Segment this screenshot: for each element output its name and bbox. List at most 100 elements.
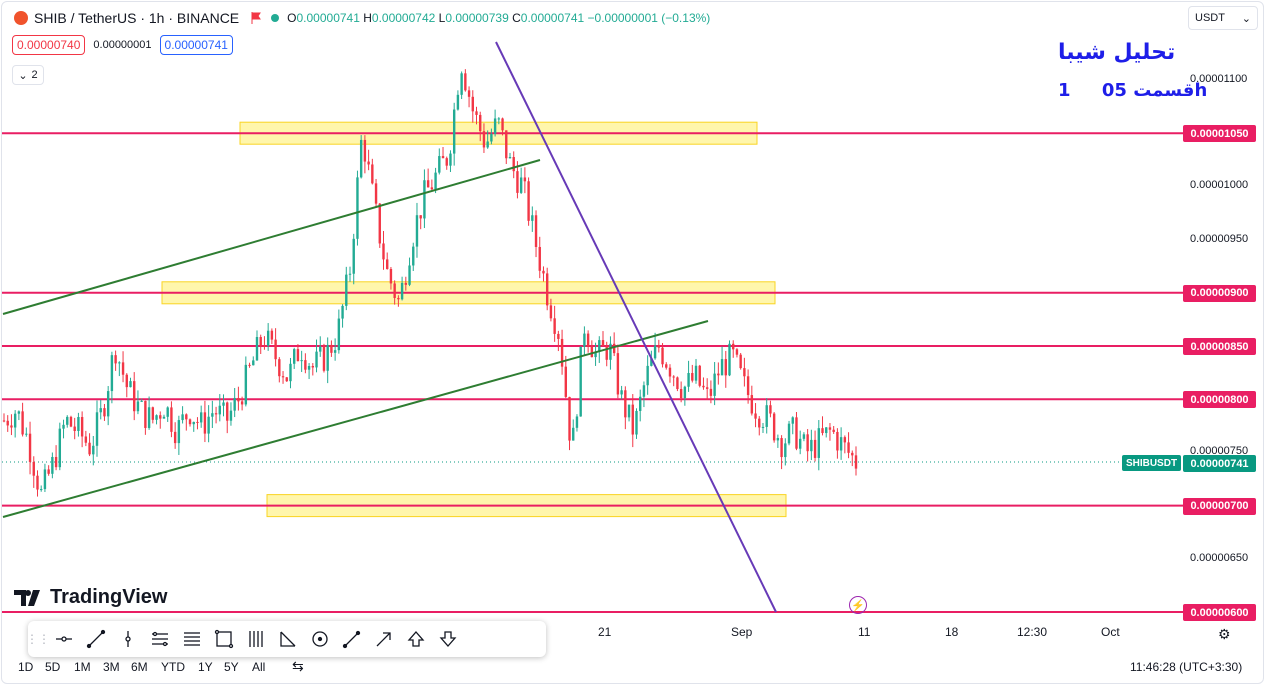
candle-body bbox=[341, 305, 344, 319]
candle-body bbox=[758, 418, 761, 428]
candle-body bbox=[705, 387, 709, 389]
tv-logo-icon bbox=[14, 589, 40, 606]
candle-body bbox=[434, 172, 437, 190]
range-all[interactable]: All bbox=[252, 660, 266, 674]
indicators-toggle[interactable]: ⌄ 2 bbox=[12, 65, 44, 85]
candle-body bbox=[724, 359, 727, 376]
candle-body bbox=[419, 215, 422, 219]
candle-body bbox=[438, 156, 441, 173]
candle-body bbox=[382, 243, 385, 260]
brush-icon[interactable] bbox=[336, 624, 368, 654]
candle-body bbox=[274, 339, 277, 360]
compare-icon[interactable]: ⇆ bbox=[292, 658, 304, 674]
candle-body bbox=[229, 410, 233, 421]
candle-body bbox=[188, 419, 192, 425]
candle-body bbox=[196, 421, 199, 423]
candle-body bbox=[851, 452, 854, 456]
level-price-tag: 0.00000700 bbox=[1183, 497, 1256, 515]
lightning-icon[interactable]: ⚡ bbox=[849, 596, 867, 614]
candle-body bbox=[460, 73, 463, 95]
candle-body bbox=[133, 381, 136, 412]
candle-body bbox=[2, 420, 6, 422]
vertical-line-icon[interactable] bbox=[112, 624, 144, 654]
range-6m[interactable]: 6M bbox=[131, 660, 148, 674]
candle-body bbox=[40, 489, 43, 491]
candle-body bbox=[668, 367, 672, 377]
trend-line-icon[interactable] bbox=[80, 624, 112, 654]
candle-body bbox=[676, 377, 679, 390]
candle-body bbox=[62, 424, 65, 429]
candle-body bbox=[363, 139, 367, 162]
range-5d[interactable]: 5D bbox=[45, 660, 61, 674]
fib-retracement-icon[interactable] bbox=[176, 624, 208, 654]
candle-body bbox=[211, 413, 214, 417]
candle-body bbox=[802, 434, 806, 439]
candle-body bbox=[300, 360, 303, 362]
candle-body bbox=[118, 362, 121, 364]
candle-body bbox=[575, 416, 579, 428]
horizontal-line-icon[interactable] bbox=[48, 624, 80, 654]
candle-body bbox=[497, 118, 501, 120]
candle-body bbox=[609, 343, 612, 360]
pitchfork-icon[interactable] bbox=[240, 624, 272, 654]
candle-body bbox=[28, 433, 32, 462]
arrow-up-icon[interactable] bbox=[400, 624, 432, 654]
candle-body bbox=[319, 346, 322, 352]
range-1d[interactable]: 1D bbox=[18, 660, 34, 674]
candle-body bbox=[207, 416, 210, 434]
candle-body bbox=[397, 297, 400, 300]
candle-body bbox=[486, 141, 489, 148]
market-status-icon[interactable] bbox=[271, 14, 280, 22]
range-ytd[interactable]: YTD bbox=[161, 660, 185, 674]
candle-body bbox=[631, 404, 634, 435]
range-1y[interactable]: 1Y bbox=[198, 660, 213, 674]
candle-body bbox=[717, 373, 720, 376]
price-axis-label: 0.00000650 bbox=[1190, 551, 1249, 564]
range-5y[interactable]: 5Y bbox=[224, 660, 239, 674]
sell-button[interactable]: 0.00000740 bbox=[12, 35, 86, 55]
candle-body bbox=[810, 439, 813, 452]
candle-body bbox=[408, 265, 411, 285]
candle-body bbox=[743, 368, 746, 377]
candle-body bbox=[579, 346, 582, 417]
range-1m[interactable]: 1M bbox=[74, 660, 91, 674]
candle-body bbox=[162, 416, 166, 419]
candle-body bbox=[244, 364, 248, 405]
arrow-icon[interactable] bbox=[368, 624, 400, 654]
candle-body bbox=[315, 351, 318, 368]
rectangle-icon[interactable] bbox=[208, 624, 240, 654]
buy-button[interactable]: 0.00000741 bbox=[159, 35, 233, 55]
range-3m[interactable]: 3M bbox=[103, 660, 120, 674]
currency-select[interactable]: USDT ⌄ bbox=[1188, 6, 1258, 30]
candle-body bbox=[270, 330, 274, 340]
candle-body bbox=[687, 373, 690, 387]
candle-body bbox=[95, 412, 99, 446]
arrow-down-icon[interactable] bbox=[432, 624, 464, 654]
candle-body bbox=[32, 461, 35, 476]
candle-body bbox=[404, 282, 408, 285]
candle-body bbox=[847, 442, 850, 453]
candle-body bbox=[493, 118, 497, 134]
candle-body bbox=[732, 343, 735, 350]
symbol-title[interactable]: SHIB / TetherUS · 1h · BINANCE bbox=[34, 10, 240, 26]
candle-body bbox=[51, 456, 54, 474]
candle-body bbox=[389, 268, 393, 284]
candle-body bbox=[627, 404, 631, 418]
candle-body bbox=[516, 171, 519, 193]
drag-handle-icon[interactable]: ⋮⋮ bbox=[26, 632, 50, 646]
trend-line-upper bbox=[2, 159, 541, 315]
flag-icon[interactable] bbox=[251, 12, 262, 24]
candle-body bbox=[263, 345, 266, 347]
candle-body bbox=[10, 425, 13, 428]
triangle-pattern-icon[interactable] bbox=[272, 624, 304, 654]
candle-body bbox=[278, 359, 281, 377]
candle-body bbox=[854, 455, 858, 469]
candle-body bbox=[464, 73, 467, 91]
parallel-channel-icon[interactable] bbox=[144, 624, 176, 654]
circle-icon[interactable] bbox=[304, 624, 336, 654]
downtrend-line bbox=[495, 41, 777, 613]
candle-body bbox=[624, 390, 627, 418]
candle-body bbox=[6, 420, 9, 426]
gear-icon[interactable]: ⚙ bbox=[1218, 626, 1231, 642]
